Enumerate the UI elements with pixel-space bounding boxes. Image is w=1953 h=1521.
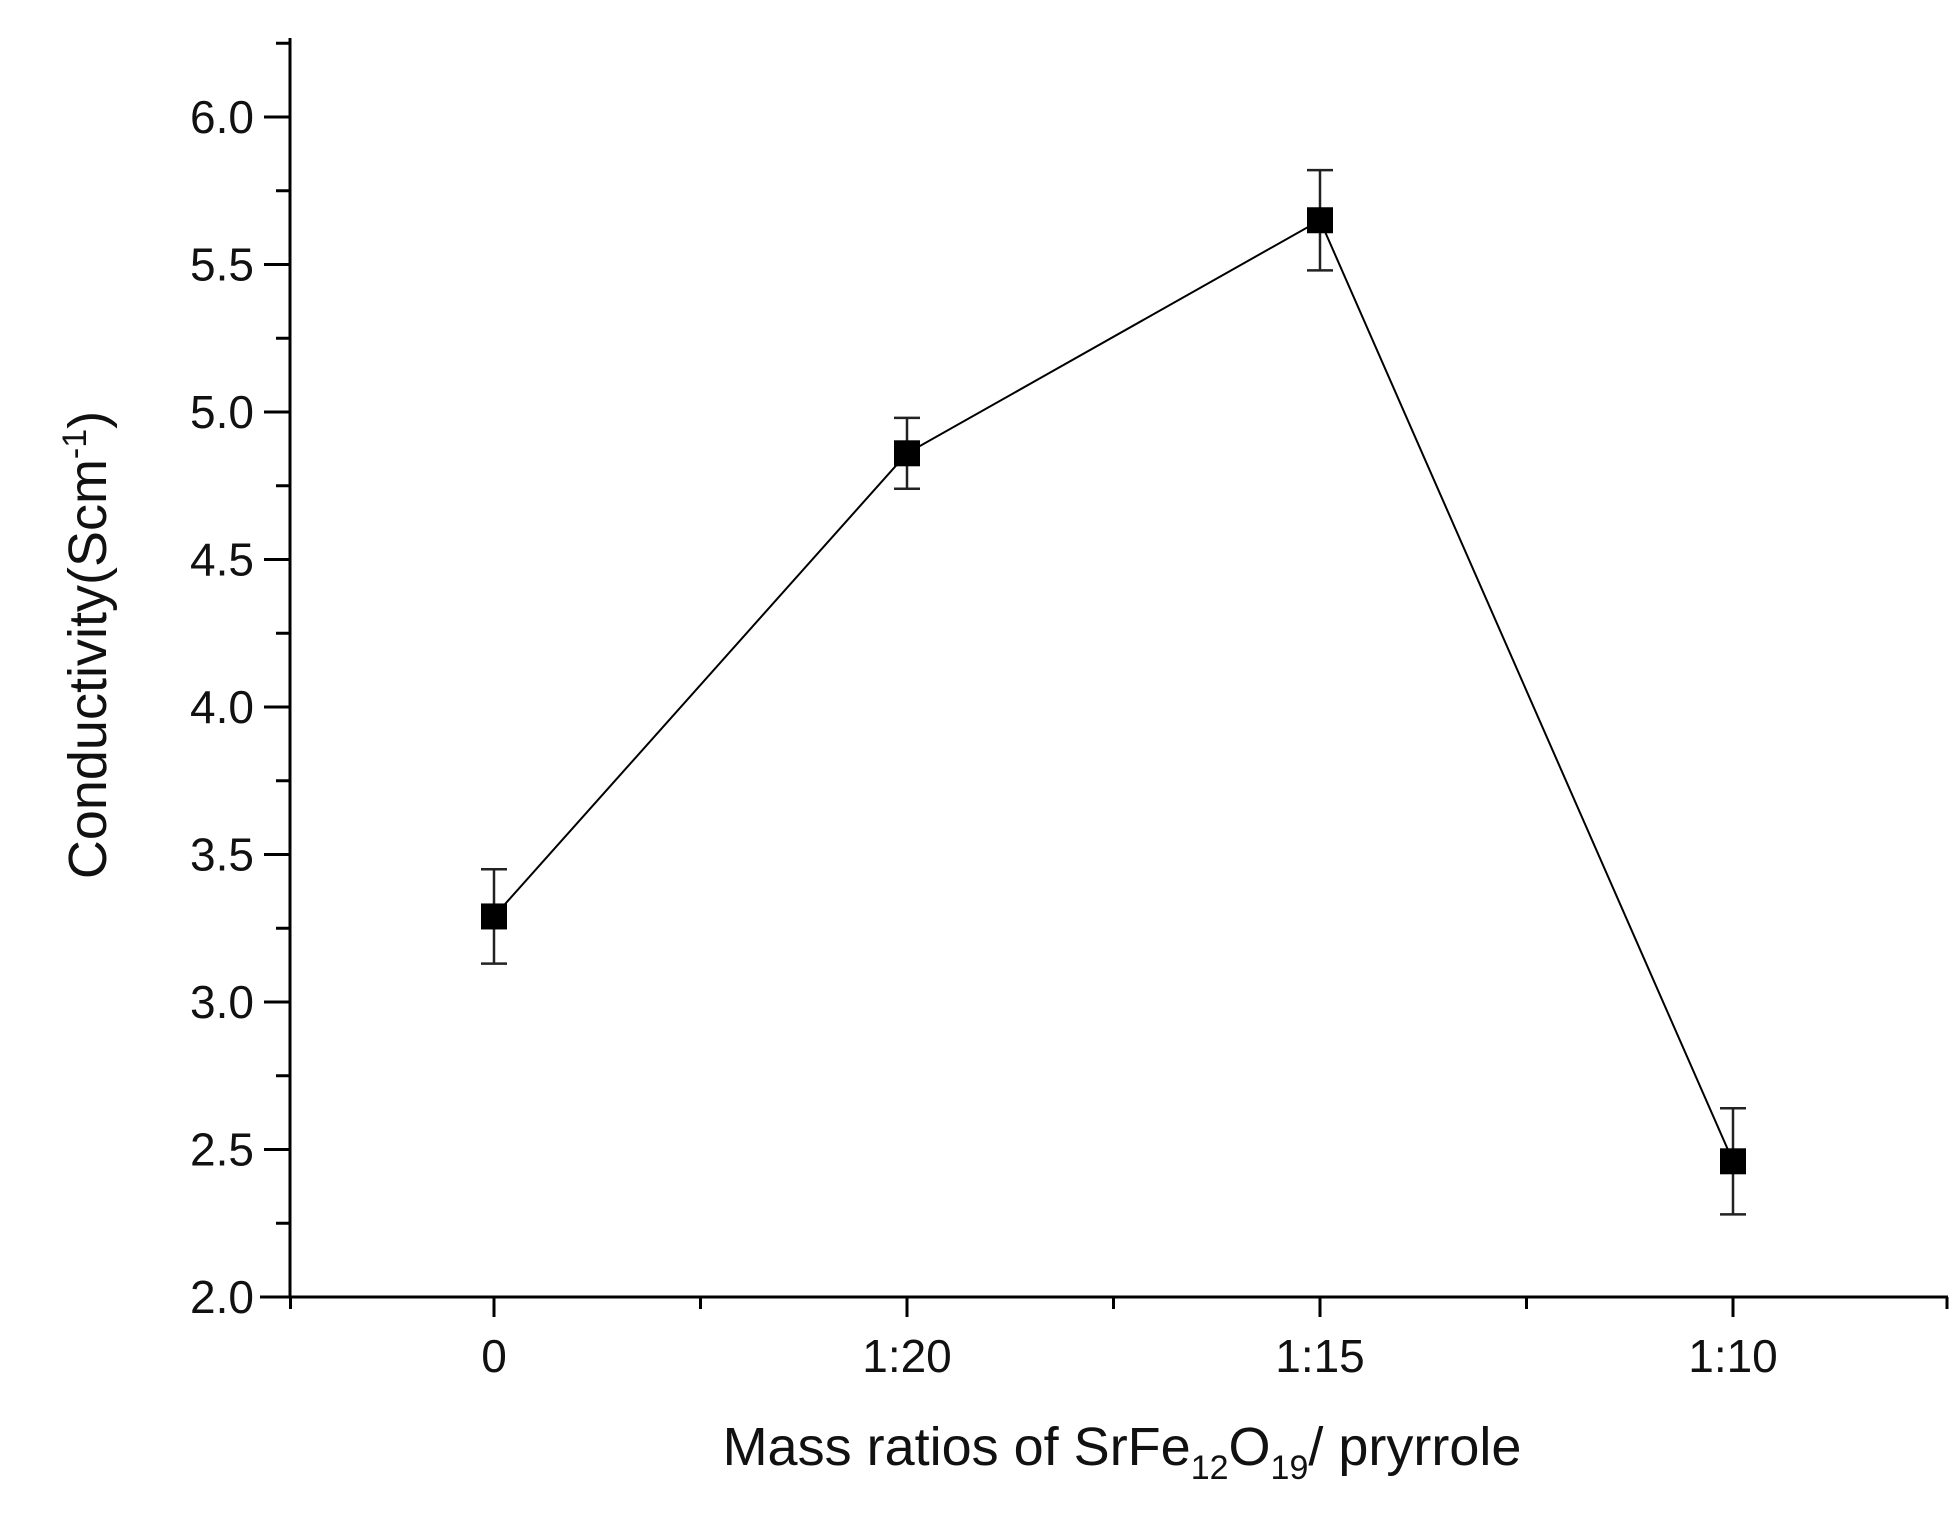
y-tick-label: 4.5 [190,534,254,586]
x-tick-label: 1:20 [862,1330,952,1382]
y-tick-label: 5.0 [190,386,254,438]
y-axis-ticks: 2.0 2.5 3.0 3.5 4.0 4.5 5.0 5.5 6.0 [190,41,290,1323]
axes [260,38,1948,1299]
x-tick-label: 0 [481,1330,507,1382]
data-point [1307,207,1333,234]
y-tick-label: 3.0 [190,976,254,1028]
x-tick-label: 1:15 [1275,1330,1365,1382]
y-tick-label: 2.5 [190,1124,254,1176]
data-point [1720,1148,1746,1175]
data-point [894,440,920,467]
data-point [481,903,507,930]
x-tick-label: 1:10 [1688,1330,1778,1382]
y-tick-label: 5.5 [190,239,254,291]
x-axis-title: Mass ratios of SrFe12O19/ pryrrole [723,1417,1522,1487]
series-line [493,218,1734,1162]
y-tick-label: 3.5 [190,829,254,881]
series [481,168,1746,1216]
y-axis-title: Conductivity(Scm-1) [56,411,118,879]
y-tick-label: 6.0 [190,91,254,143]
x-axis-ticks: 0 1:20 1:15 1:10 [289,1297,1949,1382]
y-tick-label: 4.0 [190,681,254,733]
y-tick-label: 2.0 [190,1271,254,1323]
